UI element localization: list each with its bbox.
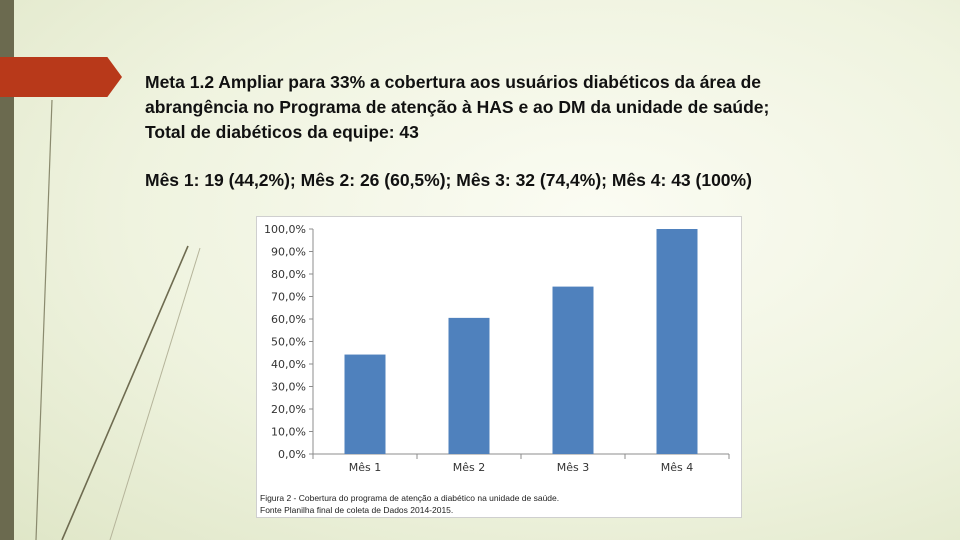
bar-4 xyxy=(656,229,698,454)
y-tick-label: 20,0% xyxy=(271,403,306,416)
caption-line-2: Fonte Planilha final de coleta de Dados … xyxy=(260,505,454,515)
heading-line-1: Meta 1.2 Ampliar para 33% a cobertura ao… xyxy=(145,72,761,92)
y-tick-label: 70,0% xyxy=(271,291,306,304)
y-tick-label: 100,0% xyxy=(264,223,306,236)
caption-line-1: Figura 2 - Cobertura do programa de aten… xyxy=(260,493,560,503)
y-tick-label: 60,0% xyxy=(271,313,306,326)
figure-caption: Figura 2 - Cobertura do programa de aten… xyxy=(260,492,559,516)
bar-1 xyxy=(344,354,386,454)
chart-container: 0,0% 10,0% 20,0% 30,0% 40,0% 50,0% 60,0% 70,0% 8… xyxy=(256,216,742,518)
x-tick-label: Mês 3 xyxy=(557,461,589,474)
x-tick-label: Mês 1 xyxy=(349,461,381,474)
bar-3 xyxy=(552,286,594,454)
y-tick-label: 30,0% xyxy=(271,381,306,394)
y-tick-label: 80,0% xyxy=(271,268,306,281)
coverage-bar-chart: 0,0% 10,0% 20,0% 30,0% 40,0% 50,0% 60,0% 70,0% 8… xyxy=(264,223,730,474)
x-tick-label: Mês 4 xyxy=(661,461,693,474)
heading-line-2: abrangência no Programa de atenção à HAS… xyxy=(145,97,770,117)
y-tick-label: 40,0% xyxy=(271,358,306,371)
x-tick-label: Mês 2 xyxy=(453,461,485,474)
slide-heading: Meta 1.2 Ampliar para 33% a cobertura ao… xyxy=(145,70,935,145)
monthly-stats: Mês 1: 19 (44,2%); Mês 2: 26 (60,5%); Mê… xyxy=(145,170,752,190)
y-tick-label: 90,0% xyxy=(271,246,306,259)
heading-line-3: Total de diabéticos da equipe: 43 xyxy=(145,122,419,142)
title-accent-tab xyxy=(0,57,122,97)
y-tick-label: 10,0% xyxy=(271,426,306,439)
left-accent-bar xyxy=(0,0,14,540)
y-tick-label: 50,0% xyxy=(271,336,306,349)
y-tick-label: 0,0% xyxy=(278,448,306,461)
bar-2 xyxy=(448,317,490,454)
decorative-lines xyxy=(35,99,201,540)
